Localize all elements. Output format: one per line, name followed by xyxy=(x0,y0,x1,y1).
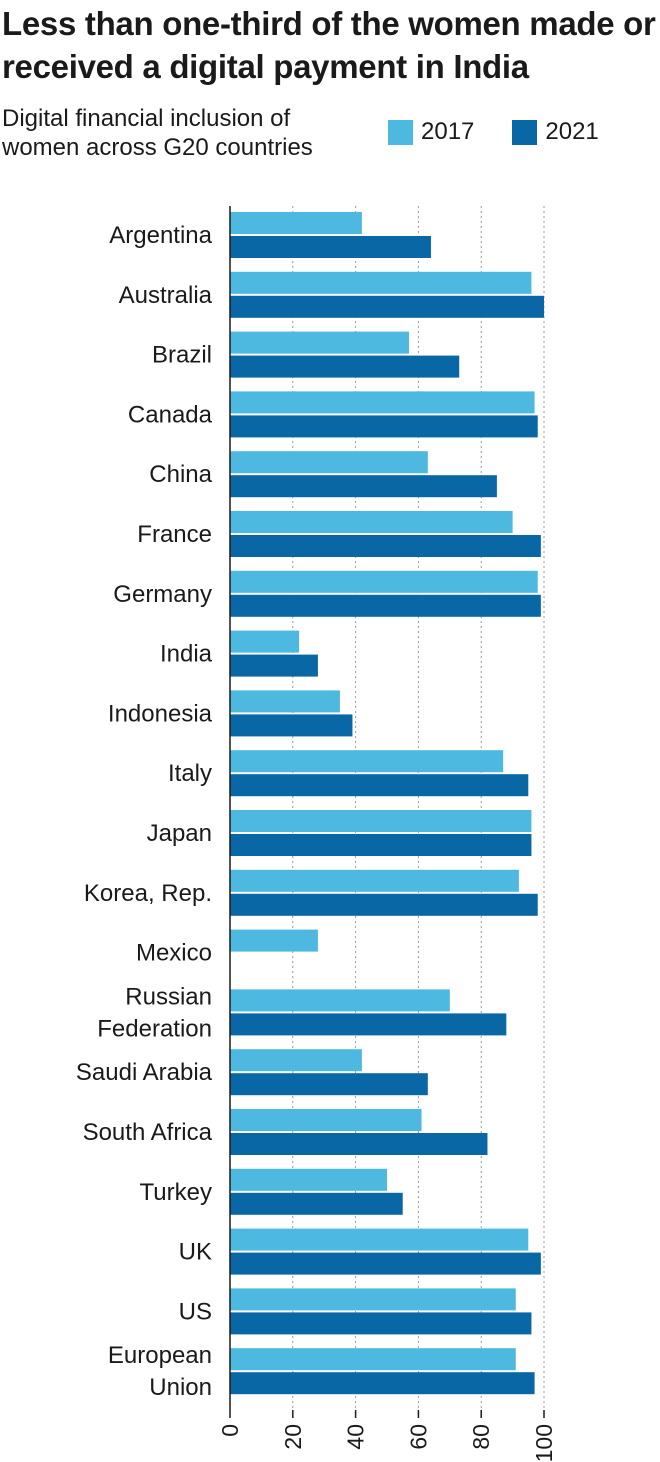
category-label: UK xyxy=(179,1239,212,1266)
bar-2017 xyxy=(230,929,318,952)
bar-2017 xyxy=(230,1049,362,1072)
bar-2021 xyxy=(230,834,532,856)
bar-2017 xyxy=(230,331,409,354)
legend-label-2021: 2021 xyxy=(545,118,599,145)
x-tick-label: 0 xyxy=(217,1424,243,1437)
category-label: South Africa xyxy=(83,1119,213,1146)
category-label: Saudi Arabia xyxy=(76,1059,213,1086)
bar-2021 xyxy=(230,1133,488,1155)
x-tick-label: 40 xyxy=(343,1424,369,1450)
category-label: Korea, Rep. xyxy=(84,880,212,907)
bar-2021 xyxy=(230,415,538,438)
category-label: Indonesia xyxy=(108,700,213,727)
category-label: Argentina xyxy=(109,222,212,249)
category-label: Italy xyxy=(168,760,212,787)
bar-2021 xyxy=(230,594,541,617)
chart-title: Less than one-third of the women made or… xyxy=(2,5,656,85)
x-tick-label: 20 xyxy=(280,1424,306,1450)
bar-2017 xyxy=(230,750,504,773)
category-label: Japan xyxy=(147,820,212,847)
bar-2021 xyxy=(230,714,353,737)
legend-swatch-2017 xyxy=(388,119,413,145)
bar-2017 xyxy=(230,1228,529,1251)
bar-2017 xyxy=(230,1348,516,1371)
legend-label-2017: 2017 xyxy=(421,118,475,145)
bar-chart: Argentina Australia Brazil Canada China Franc… xyxy=(76,206,557,1462)
legend-item-2021: 2021 xyxy=(512,118,599,146)
bar-2021 xyxy=(230,535,541,557)
bar-2017 xyxy=(230,1109,422,1131)
category-label: India xyxy=(160,641,213,668)
bar-2021 xyxy=(230,1372,535,1395)
bar-2021 xyxy=(230,1312,532,1335)
bar-2021 xyxy=(230,1252,541,1275)
bar-2021 xyxy=(230,236,431,258)
bar-2021 xyxy=(230,295,544,318)
category-label: Mexico xyxy=(136,940,212,967)
x-tick-label: 100 xyxy=(531,1424,557,1462)
bar-2021 xyxy=(230,1073,428,1096)
bar-2017 xyxy=(230,1168,387,1191)
bar-2017 xyxy=(230,511,513,533)
bar-2017 xyxy=(230,989,450,1012)
bar-2021 xyxy=(230,1013,507,1036)
bar-2021 xyxy=(230,355,460,378)
bar-2021 xyxy=(230,774,529,797)
bar-2017 xyxy=(230,869,519,892)
category-label: Russian Federation xyxy=(97,983,212,1042)
category-label: France xyxy=(137,521,212,548)
bar-2017 xyxy=(230,451,428,474)
bar-2017 xyxy=(230,570,538,593)
category-label: Turkey xyxy=(140,1179,212,1206)
bar-2017 xyxy=(230,1288,516,1311)
bar-2017 xyxy=(230,391,535,414)
bar-2021 xyxy=(230,475,497,498)
legend-swatch-2021 xyxy=(512,119,538,145)
x-tick-label: 60 xyxy=(405,1424,431,1450)
bar-2021 xyxy=(230,893,538,916)
category-label: Canada xyxy=(128,401,213,428)
bar-2021 xyxy=(230,654,318,677)
bar-2017 xyxy=(230,810,532,832)
bar-2017 xyxy=(230,212,362,234)
bar-2017 xyxy=(230,271,532,294)
bar-2017 xyxy=(230,630,300,653)
bar-2017 xyxy=(230,690,340,713)
legend-item-2017: 2017 xyxy=(388,118,474,146)
category-label: European Union xyxy=(108,1342,212,1401)
x-tick-label: 80 xyxy=(468,1424,494,1450)
category-label: Brazil xyxy=(152,342,212,369)
chart-subtitle: Digital financial inclusion of women acr… xyxy=(2,105,313,161)
legend: 2017 2021 xyxy=(388,118,599,146)
category-label: Australia xyxy=(119,282,213,309)
category-label: Germany xyxy=(113,581,212,608)
bar-2021 xyxy=(230,1192,403,1215)
category-label: US xyxy=(179,1298,212,1325)
category-label: China xyxy=(149,461,212,488)
